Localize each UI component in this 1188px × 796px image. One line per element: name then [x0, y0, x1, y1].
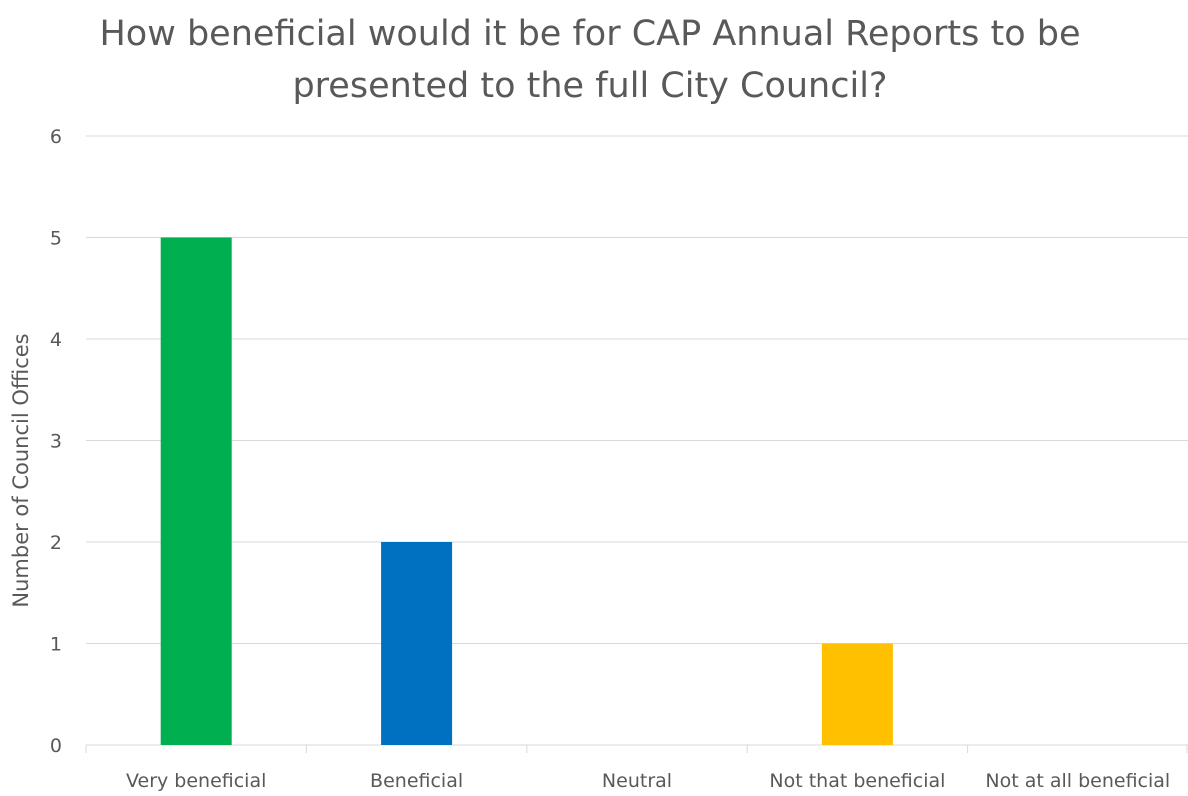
- x-tick-label: Not at all beneficial: [985, 770, 1170, 792]
- x-tick-label: Very beneficial: [126, 770, 266, 792]
- y-tick-label: 4: [50, 329, 62, 351]
- bar-beneficial: [381, 542, 453, 745]
- chart-title: How beneficial would it be for CAP Annua…: [99, 14, 1081, 106]
- y-tick-label: 3: [50, 431, 62, 453]
- x-tick-label: Not that beneficial: [769, 770, 945, 792]
- y-tick-label: 1: [50, 634, 62, 656]
- x-tick-label: Beneficial: [370, 770, 463, 792]
- x-tick-label: Neutral: [602, 770, 672, 792]
- y-axis-label: Number of Council Offices: [9, 333, 33, 607]
- y-tick-label: 0: [50, 735, 62, 757]
- bar-very-beneficial: [160, 237, 232, 745]
- y-tick-label: 2: [50, 532, 62, 554]
- bar-not-that-beneficial: [821, 643, 893, 745]
- y-tick-label: 6: [50, 126, 62, 148]
- y-tick-label: 5: [50, 228, 62, 250]
